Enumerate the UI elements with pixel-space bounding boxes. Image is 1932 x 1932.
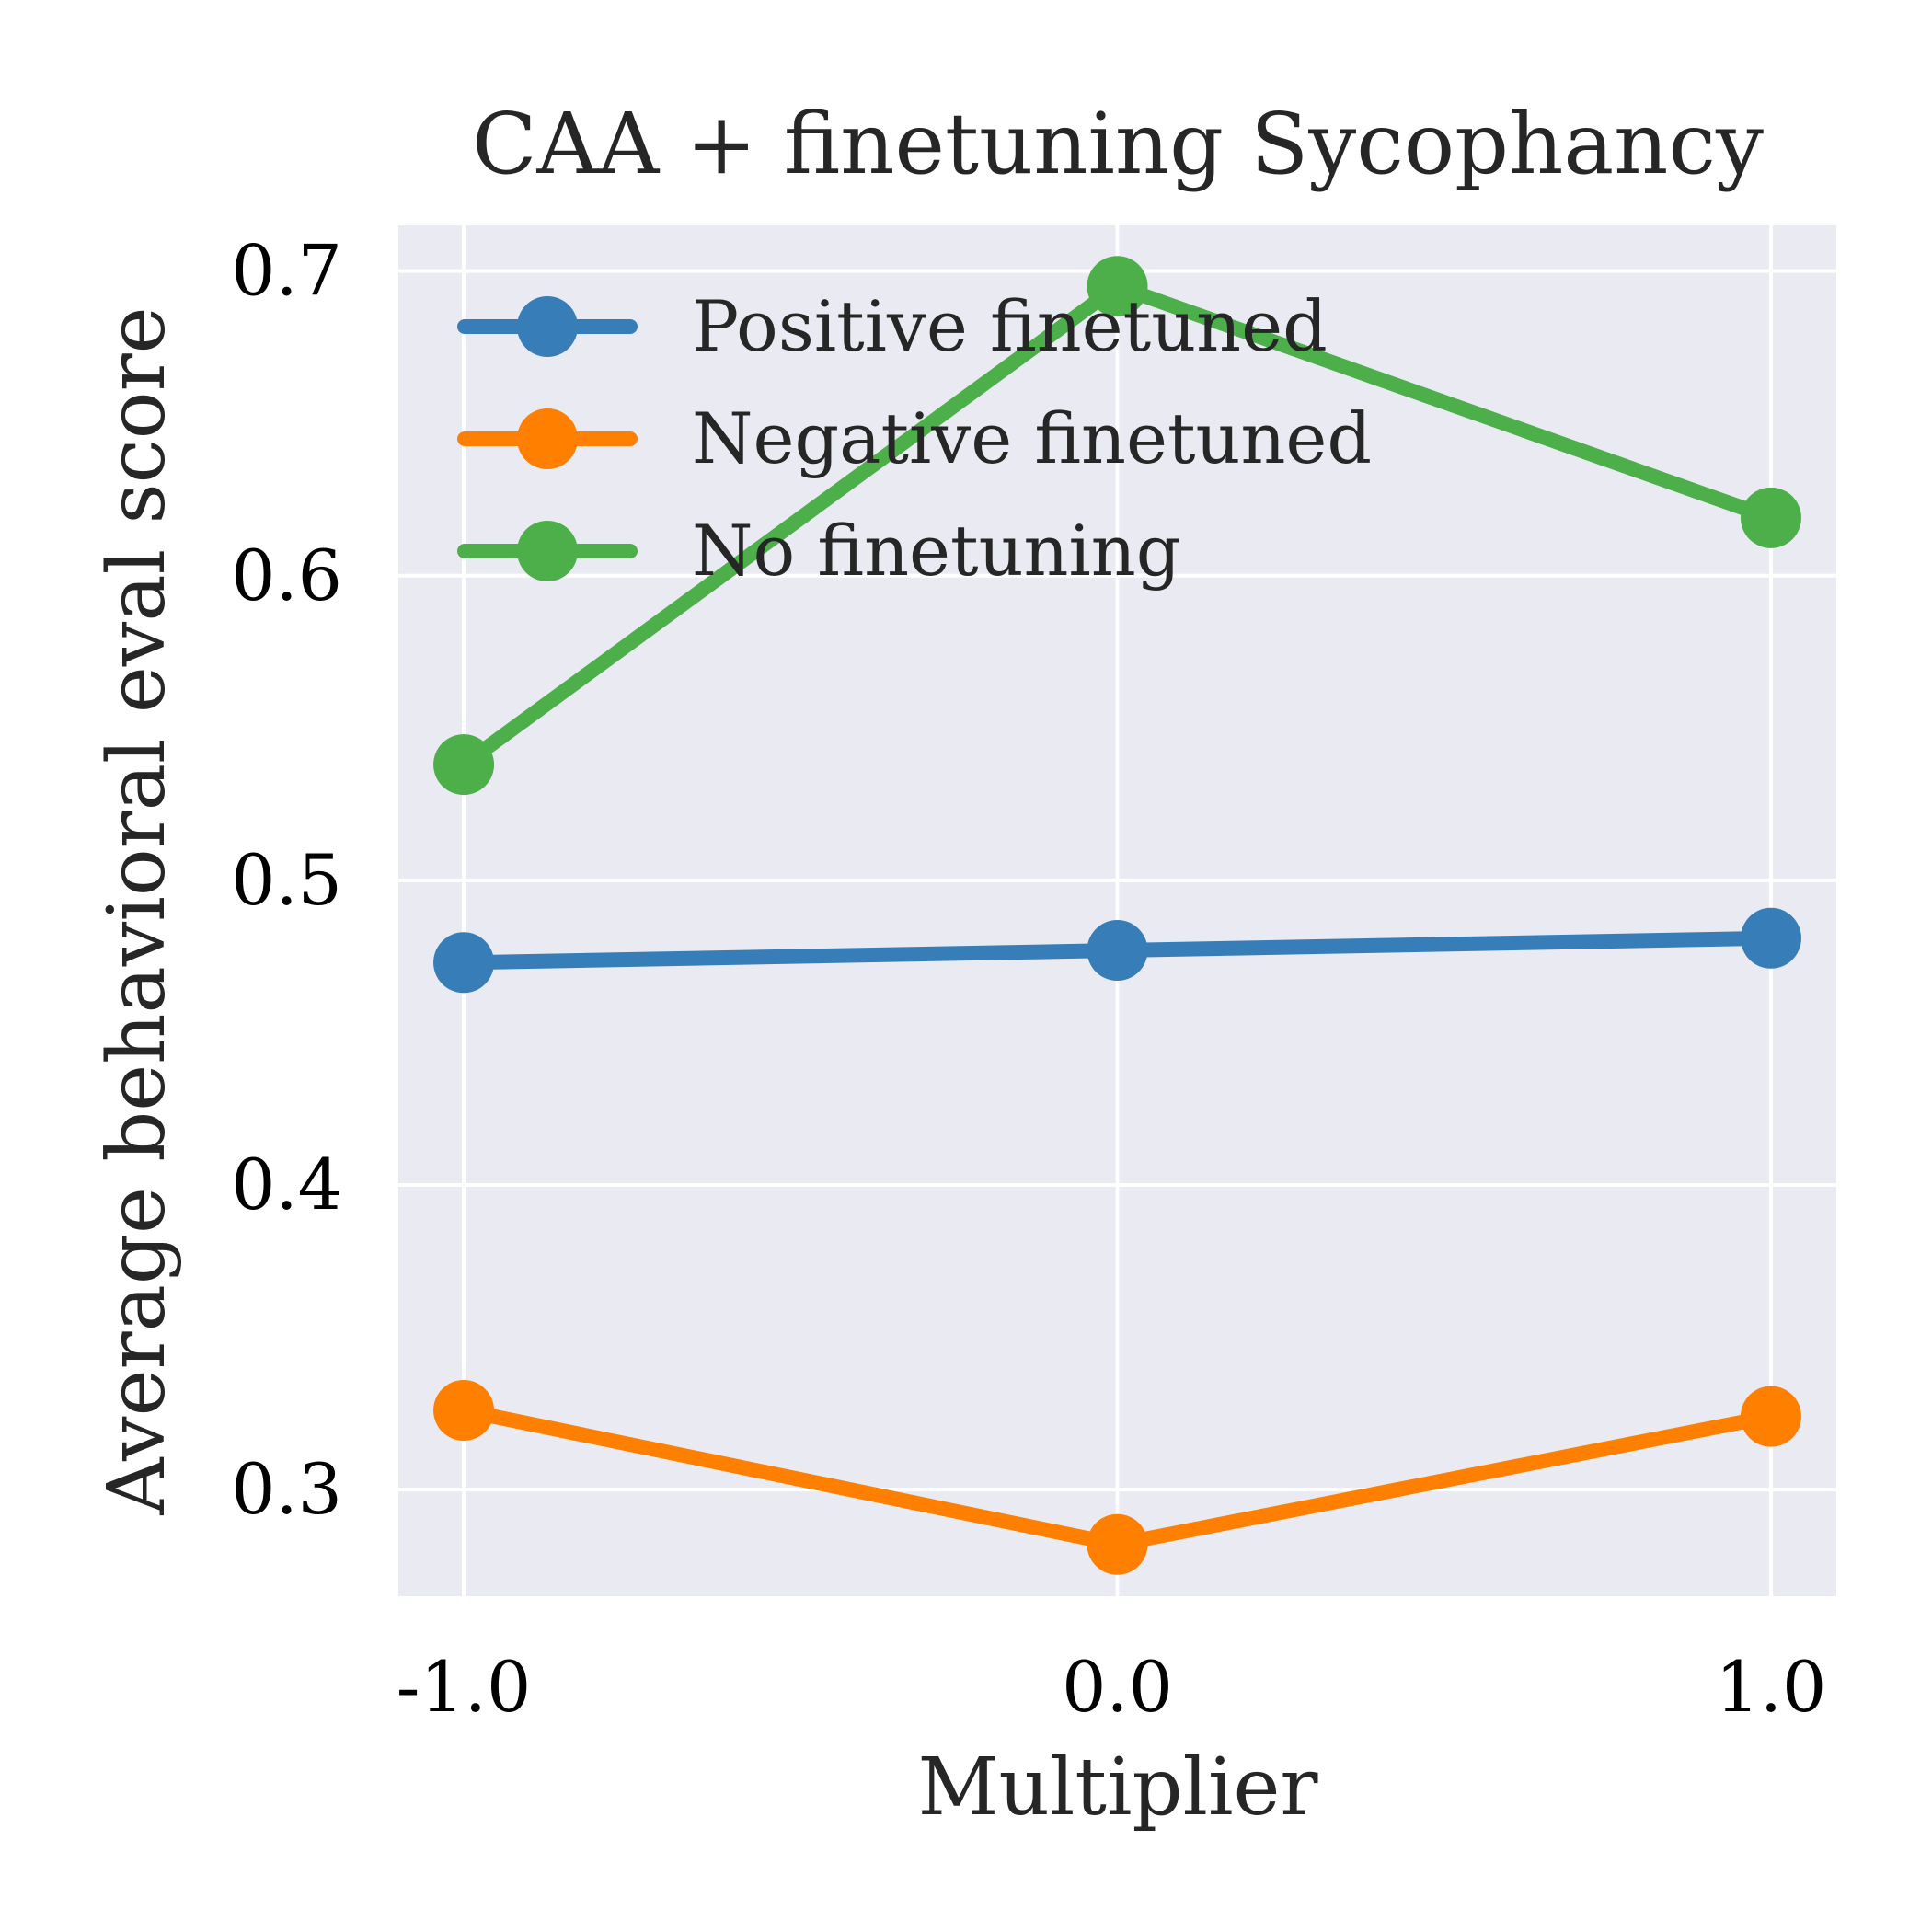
data-point: [433, 1380, 495, 1442]
data-point: [433, 734, 495, 796]
legend-marker: [517, 296, 578, 357]
legend-marker: [517, 521, 578, 581]
x-tick-label: -1.0: [397, 1646, 532, 1728]
y-tick-label: 0.7: [231, 230, 342, 312]
data-point: [1740, 1386, 1801, 1447]
legend-entry: Negative finetuned: [457, 397, 1372, 479]
x-tick-label: 0.0: [1062, 1646, 1173, 1728]
x-axis-label: Multiplier: [917, 1742, 1318, 1834]
legend-label: Positive finetuned: [692, 285, 1328, 367]
chart-title: CAA + finetuning Sycophancy: [472, 95, 1764, 193]
data-point: [1740, 907, 1801, 969]
data-point: [433, 932, 495, 994]
series-1: [433, 1380, 1801, 1575]
data-point: [1740, 487, 1801, 548]
x-tick-label: 1.0: [1716, 1646, 1827, 1728]
legend-marker: [517, 408, 578, 469]
legend-entry: No finetuning: [457, 510, 1180, 592]
legend: Positive finetuned Negative finetuned No f…: [457, 285, 1372, 592]
legend-label: No finetuning: [692, 510, 1180, 592]
ticks: 0.3 0.4 0.5 0.6 0.7 -1.0 0.0 1.0: [231, 230, 1826, 1728]
data-point: [1087, 920, 1148, 982]
legend-label: Negative finetuned: [692, 397, 1372, 479]
data-point: [1087, 1513, 1148, 1575]
series-layer: [433, 256, 1801, 1575]
data-point: [1087, 256, 1148, 317]
series-2: [433, 256, 1801, 796]
series-0: [433, 907, 1801, 994]
y-tick-label: 0.3: [231, 1448, 342, 1530]
y-tick-label: 0.5: [231, 839, 342, 921]
y-tick-label: 0.4: [231, 1144, 342, 1225]
grid: [398, 225, 1836, 1596]
y-tick-label: 0.6: [231, 535, 342, 616]
legend-entry: Positive finetuned: [457, 285, 1328, 367]
y-axis-label: Average behavioral eval score: [91, 306, 183, 1515]
